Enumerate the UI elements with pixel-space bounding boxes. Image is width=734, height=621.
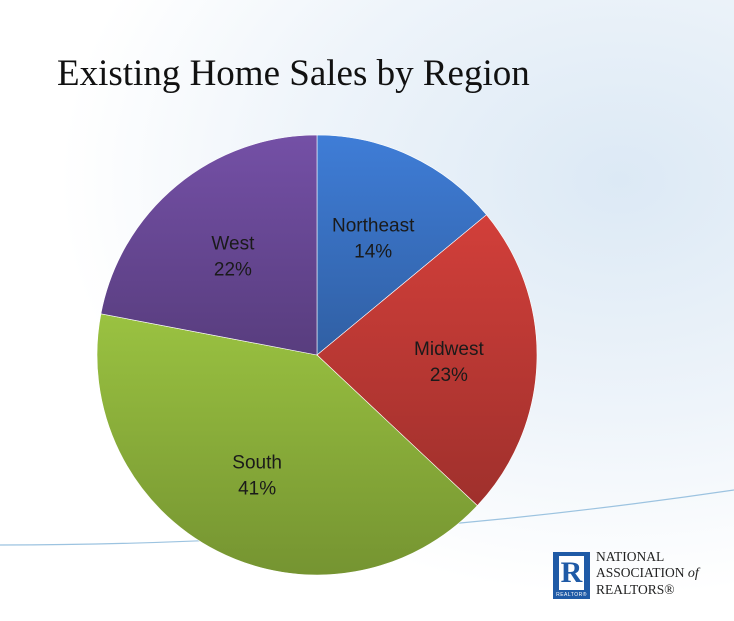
logo-wordmark: NATIONAL ASSOCIATION of REALTORS® [596,549,699,598]
slice-name-south: South [232,453,282,474]
logo-mark-caption: REALTOR® [556,592,587,598]
logo-mark-letter: R [559,556,584,590]
pie-slice-west [100,134,318,356]
nar-logo: R REALTOR® NATIONAL ASSOCIATION of REALT… [553,549,731,605]
slice-percent-south: 41% [238,479,276,500]
realtor-r-logo-icon: R REALTOR® [553,552,590,599]
pie-slice-south [96,313,478,576]
slice-percent-northeast: 14% [354,242,392,263]
pie-slice-northeast [316,134,487,356]
logo-line-1: NATIONAL [596,549,665,564]
logo-line-3: REALTORS® [596,582,675,597]
slice-percent-midwest: 23% [430,365,468,386]
slice-percent-west: 22% [214,259,252,280]
slice-name-midwest: Midwest [414,339,484,360]
pie-slice-midwest [316,214,538,507]
slice-name-west: West [211,233,255,254]
chart-title: Existing Home Sales by Region [57,53,530,94]
slice-name-northeast: Northeast [332,216,415,237]
logo-line-2: ASSOCIATION of [596,565,699,581]
